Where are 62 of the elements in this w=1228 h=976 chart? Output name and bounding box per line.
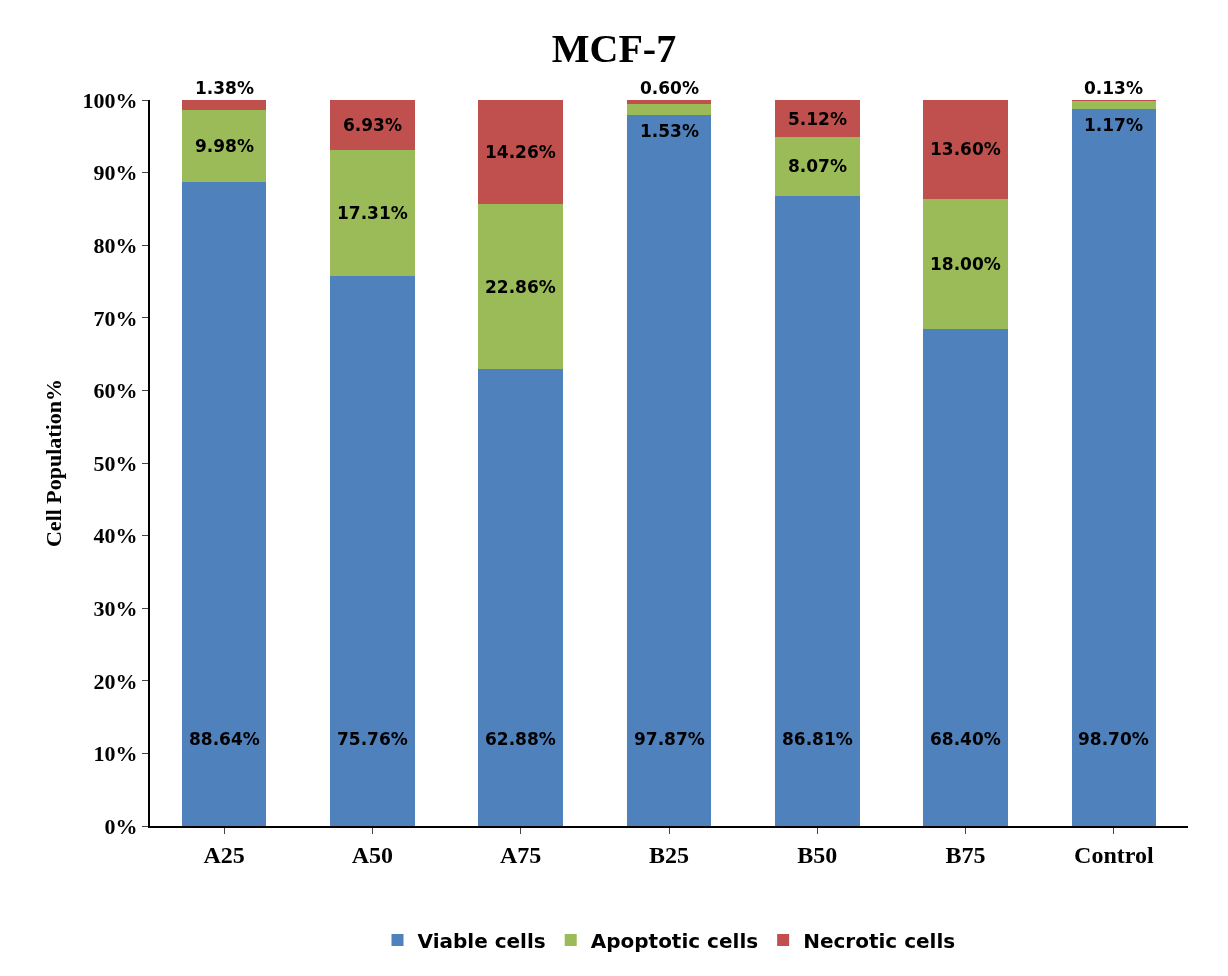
- data-label: 22.86%: [485, 277, 556, 297]
- y-tick-label: 0%: [104, 813, 138, 839]
- data-label: 18.00%: [930, 254, 1001, 274]
- legend-label: Viable cells: [417, 928, 546, 953]
- data-label: 1.17%: [1084, 115, 1143, 135]
- legend-label: Apoptotic cells: [590, 928, 759, 953]
- bar: [478, 100, 563, 204]
- bar: [626, 100, 712, 105]
- legend-label: Necrotic cells: [803, 928, 956, 953]
- bar: [775, 195, 860, 826]
- x-tick-label: A25: [203, 841, 245, 868]
- chart-title: MCF-7: [551, 26, 677, 72]
- bar: [923, 329, 1008, 826]
- bar: [330, 150, 415, 276]
- y-tick-label: 40%: [93, 523, 138, 549]
- data-label: 0.13%: [1084, 78, 1143, 98]
- y-tick-label: 100%: [82, 87, 138, 113]
- data-label: 62.88%: [485, 729, 556, 749]
- bar: [181, 110, 267, 183]
- y-tick-label: 90%: [93, 160, 138, 186]
- bar: [923, 198, 1008, 330]
- bar: [626, 104, 712, 116]
- y-tick-label: 30%: [93, 595, 138, 621]
- bar: [923, 100, 1008, 199]
- data-label: 5.12%: [788, 109, 847, 129]
- bar: [1071, 100, 1157, 110]
- data-label: 1.53%: [640, 121, 699, 141]
- data-label: 0.60%: [640, 78, 699, 98]
- x-tick-label: B25: [648, 841, 690, 868]
- data-label: 75.76%: [337, 729, 408, 749]
- y-tick-label: 20%: [93, 668, 138, 694]
- data-label: 1.38%: [195, 78, 254, 98]
- data-label: 13.60%: [930, 139, 1001, 159]
- bar: [478, 203, 563, 370]
- y-tick-label: 60%: [93, 378, 138, 404]
- data-label: 68.40%: [930, 729, 1001, 749]
- data-label: 97.87%: [634, 729, 705, 749]
- bar: [1071, 109, 1157, 826]
- data-label: 98.70%: [1078, 729, 1149, 749]
- x-tick-label: Control: [1074, 841, 1154, 868]
- bar: [626, 115, 712, 826]
- data-label: 86.81%: [782, 729, 853, 749]
- data-label: 17.31%: [337, 203, 408, 223]
- bar: [478, 369, 563, 826]
- bar: [181, 182, 267, 826]
- bar: [181, 100, 267, 111]
- y-axis-title: Cell Population%: [40, 378, 66, 548]
- bar: [775, 137, 860, 196]
- data-label: 14.26%: [485, 142, 556, 162]
- y-tick-label: 10%: [93, 741, 138, 767]
- data-label: 9.98%: [195, 136, 254, 156]
- y-tick-label: 80%: [93, 232, 138, 258]
- bar: [330, 275, 415, 826]
- data-label: 8.07%: [788, 156, 847, 176]
- data-label: 88.64%: [189, 729, 260, 749]
- data-label: 6.93%: [343, 115, 402, 135]
- y-tick-label: 70%: [93, 305, 138, 331]
- x-tick-label: A50: [351, 841, 394, 868]
- y-tick-label: 50%: [93, 450, 138, 476]
- x-tick-label: A75: [500, 841, 542, 868]
- x-tick-label: B50: [797, 841, 838, 868]
- x-tick-label: B75: [945, 841, 986, 868]
